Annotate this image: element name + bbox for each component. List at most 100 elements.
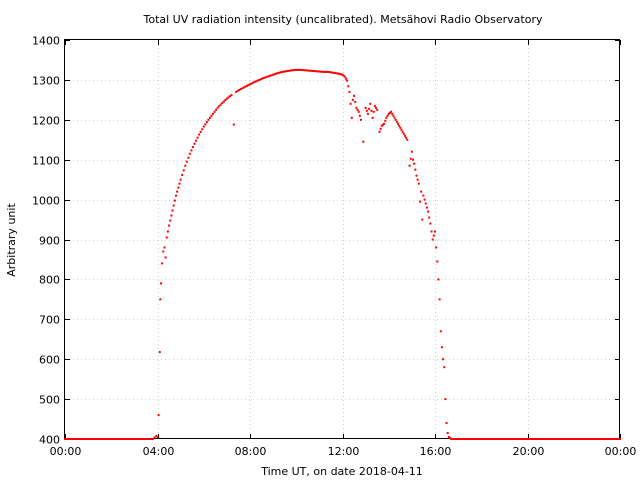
data-point: [158, 351, 161, 354]
data-point-trace: [213, 110, 216, 113]
data-point: [161, 262, 164, 265]
data-point: [318, 70, 321, 73]
data-point-trace: [602, 438, 605, 440]
data-point-trace: [428, 216, 431, 219]
data-point: [503, 438, 506, 440]
data-point-trace: [545, 438, 548, 440]
y-tick-label: 400: [39, 434, 60, 447]
data-point-trace: [492, 438, 495, 440]
data-point: [350, 116, 353, 119]
data-point-trace: [208, 116, 211, 119]
data-point-trace: [416, 178, 419, 181]
data-point: [422, 194, 425, 197]
data-point-trace: [519, 438, 522, 440]
data-point-trace: [356, 108, 359, 111]
data-point-trace: [108, 438, 111, 440]
data-point: [369, 102, 372, 105]
data-point-trace: [191, 146, 194, 149]
data-point: [159, 282, 162, 285]
data-point-trace: [574, 438, 577, 440]
data-point-trace: [507, 438, 510, 440]
data-point-trace: [365, 109, 368, 112]
data-point-trace: [293, 69, 296, 72]
data-point-trace: [83, 438, 86, 440]
data-point-trace: [470, 438, 473, 440]
data-point: [221, 102, 224, 105]
data-point: [397, 122, 399, 125]
data-point-trace: [548, 438, 551, 440]
data-point: [417, 182, 420, 185]
data-point-trace: [612, 438, 615, 440]
data-point: [162, 250, 165, 253]
y-tick-label: 700: [39, 314, 60, 327]
data-point: [309, 69, 312, 72]
data-point-trace: [584, 438, 587, 440]
data-point: [595, 438, 598, 440]
data-point-trace: [542, 438, 545, 440]
data-point-trace: [531, 438, 534, 440]
data-point: [179, 178, 182, 181]
data-point: [371, 116, 374, 119]
data-point-trace: [190, 149, 193, 152]
data-point-trace: [565, 438, 568, 440]
data-point: [442, 358, 445, 361]
data-point-trace: [578, 438, 581, 440]
data-point-trace: [324, 70, 327, 73]
data-point: [427, 210, 430, 213]
data-point-trace: [278, 71, 281, 74]
data-point: [159, 298, 162, 301]
data-point-trace: [386, 114, 389, 117]
data-point-trace: [196, 136, 199, 139]
data-point-trace: [525, 438, 528, 440]
data-point: [429, 222, 432, 225]
y-tick-label: 1200: [32, 115, 60, 128]
data-point: [450, 438, 453, 440]
y-tick-label: 1300: [32, 75, 60, 88]
data-point-trace: [139, 438, 142, 440]
x-tick-label: 08:00: [235, 445, 267, 458]
data-point-trace: [176, 190, 179, 193]
data-point-trace: [66, 438, 69, 440]
data-point: [572, 438, 575, 440]
y-tick-label: 600: [39, 354, 60, 367]
data-point: [276, 72, 279, 75]
data-point-trace: [469, 438, 472, 440]
data-point-trace: [616, 438, 619, 440]
data-point-trace: [181, 173, 184, 176]
data-point: [480, 438, 483, 440]
data-point-trace: [580, 438, 583, 440]
data-point: [235, 90, 238, 93]
data-point-trace: [393, 116, 396, 119]
data-point-trace: [242, 86, 245, 89]
data-point-trace: [564, 438, 567, 440]
data-point: [230, 94, 233, 97]
data-point-trace: [255, 80, 258, 83]
data-point-trace: [455, 438, 458, 440]
data-point-trace: [402, 132, 405, 135]
data-point: [439, 330, 442, 333]
data-point-trace: [74, 438, 77, 440]
data-point-trace: [166, 230, 169, 233]
data-point-trace: [583, 438, 586, 440]
data-point-trace: [608, 438, 611, 440]
data-point: [351, 98, 354, 101]
data-point: [362, 140, 365, 143]
data-point-trace: [275, 72, 278, 75]
data-point-trace: [395, 120, 398, 123]
data-point-trace: [538, 438, 541, 440]
data-point-trace: [227, 96, 230, 99]
data-point-trace: [529, 438, 532, 440]
data-point-trace: [589, 438, 592, 440]
data-point-trace: [452, 438, 455, 440]
data-point-trace: [414, 168, 417, 171]
data-point-trace: [594, 438, 597, 440]
data-point-trace: [544, 438, 547, 440]
y-tick-labels: 400 500 600 700 800 900 1000 1100 1200 1300 1400: [32, 35, 60, 447]
data-point: [349, 102, 352, 105]
data-point-trace: [125, 438, 128, 440]
data-point-trace: [114, 438, 117, 440]
data-point-trace: [541, 438, 544, 440]
data-point: [385, 116, 388, 119]
data-point-trace: [488, 438, 491, 440]
data-point-trace: [107, 438, 110, 440]
